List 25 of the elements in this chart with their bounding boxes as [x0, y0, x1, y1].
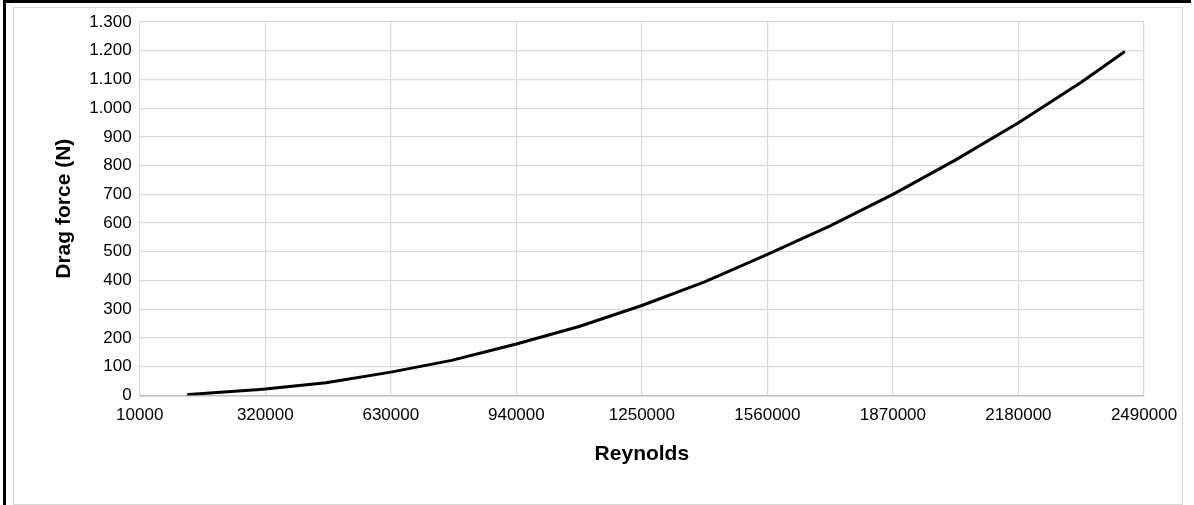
y-tick-label: 500: [103, 241, 132, 261]
x-tick-label: 940000: [487, 405, 545, 425]
x-tick-label: 2490000: [1110, 405, 1178, 425]
y-axis-title: Drag force (N): [51, 138, 75, 279]
x-tick-label: 2180000: [985, 405, 1052, 425]
x-axis-title: Reynolds: [594, 441, 690, 465]
y-tick-label: 1.300: [89, 11, 132, 31]
y-tick-label: 300: [103, 298, 132, 318]
x-tick-label: 1250000: [608, 405, 675, 425]
y-tick-label: 600: [103, 212, 132, 232]
y-tick-label: 200: [103, 327, 132, 347]
y-tick-label: 800: [103, 155, 132, 175]
y-tick-label: 1.100: [89, 69, 132, 89]
y-tick-label: 900: [103, 126, 132, 146]
y-tick-label: 100: [103, 356, 132, 376]
x-tick-label: 320000: [236, 405, 294, 425]
y-tick-label: 1.200: [89, 40, 132, 60]
y-tick-label: 1.000: [89, 97, 132, 117]
x-tick-label: 630000: [362, 405, 420, 425]
x-tick-label: 1870000: [859, 405, 927, 425]
x-tick-label: 1560000: [734, 405, 801, 425]
y-tick-label: 400: [103, 270, 132, 290]
x-tick-label: 10000: [116, 405, 164, 425]
y-tick-label: 0: [122, 385, 132, 405]
y-tick-label: 700: [103, 184, 132, 204]
